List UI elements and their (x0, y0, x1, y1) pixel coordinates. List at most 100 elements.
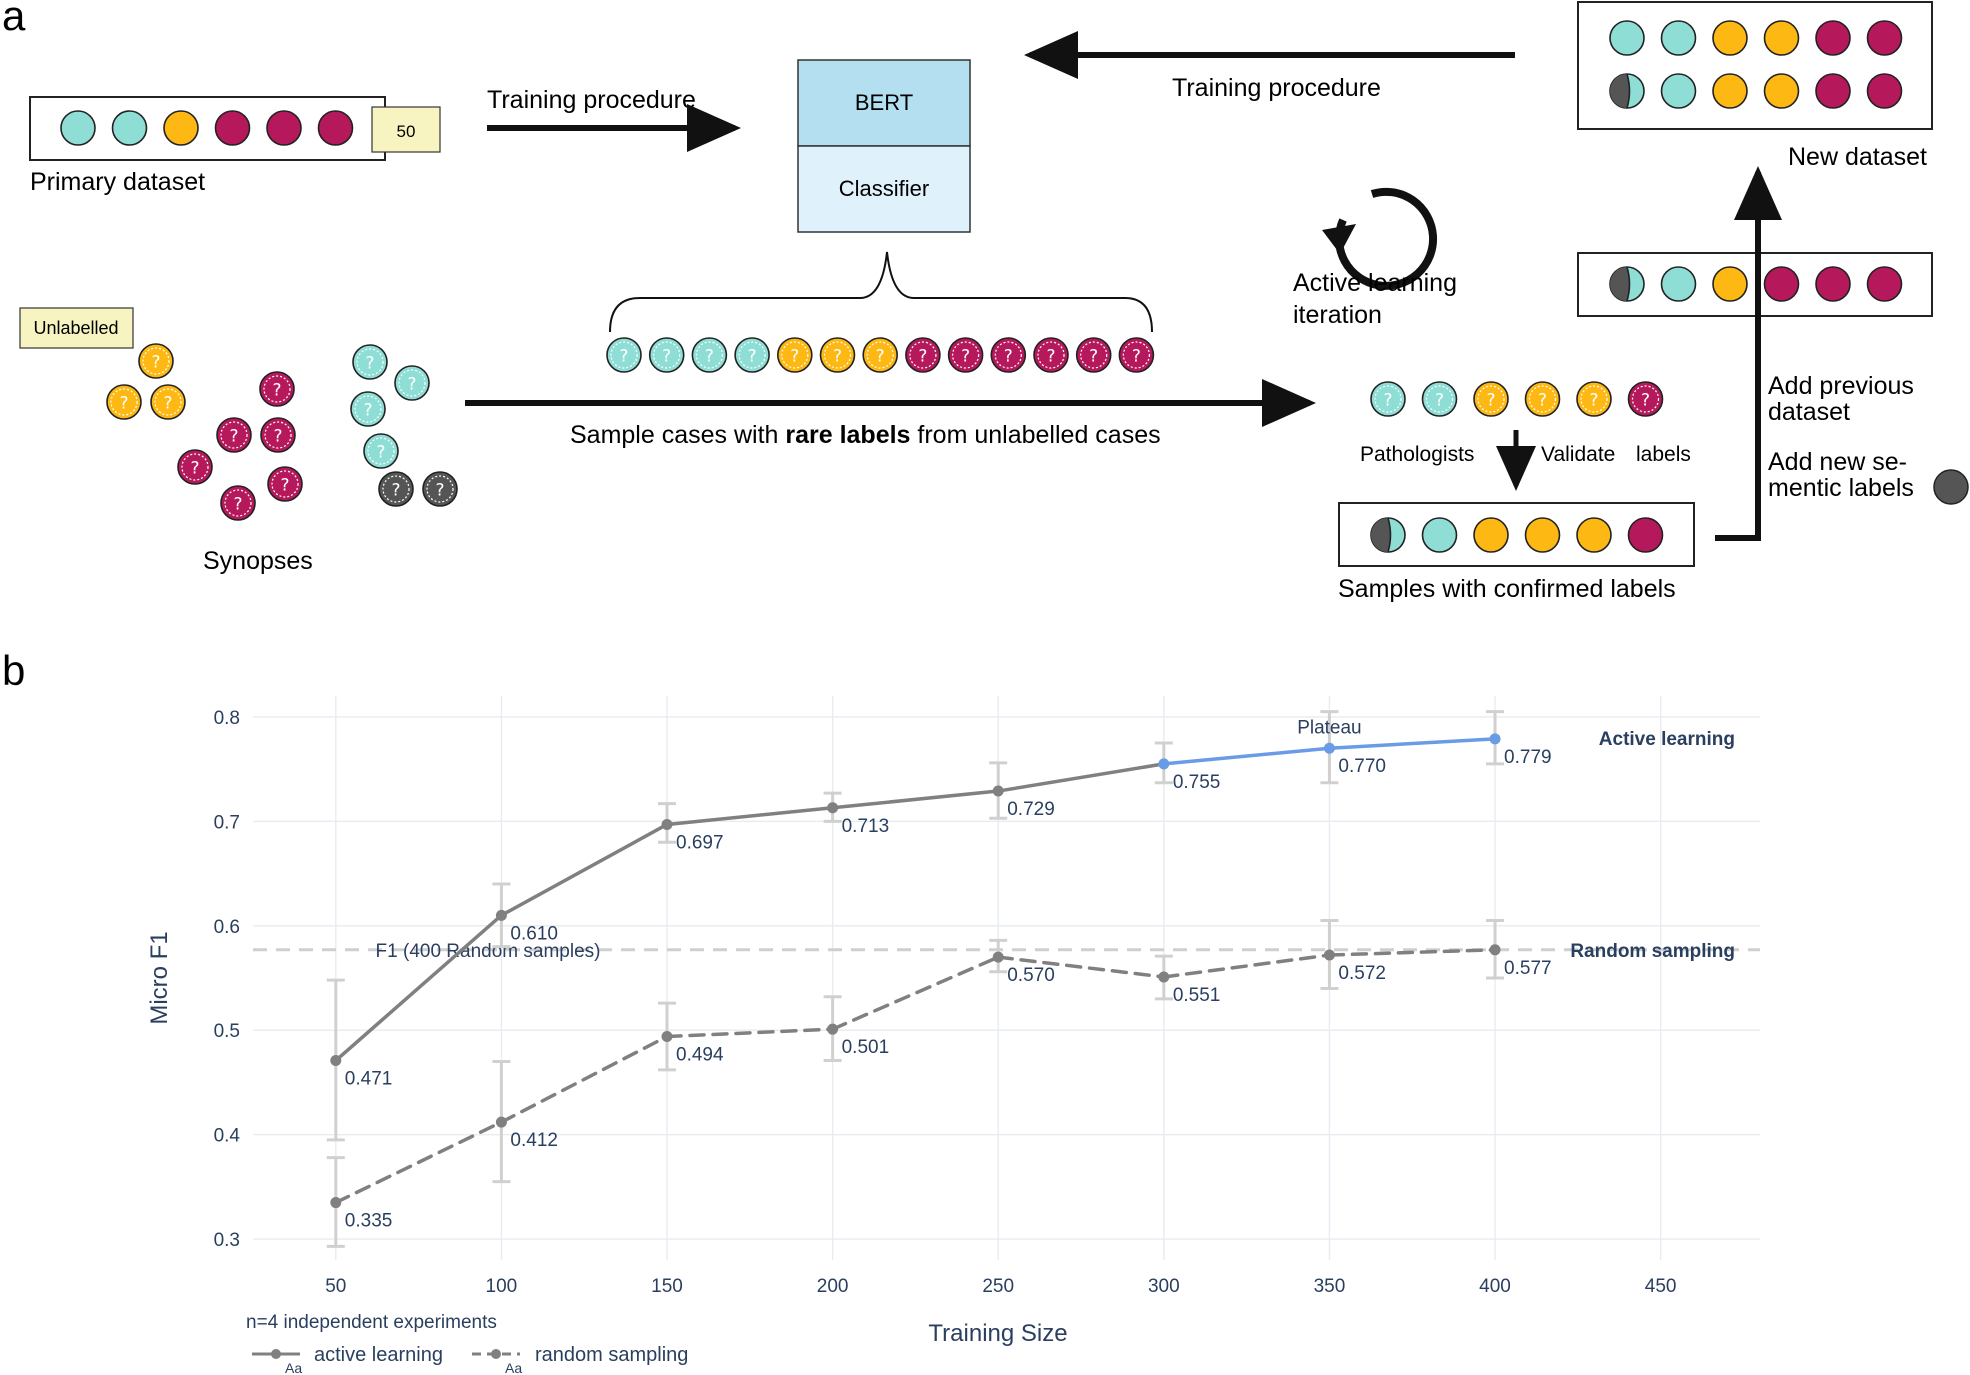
data-point[interactable] (1158, 971, 1170, 983)
confirmed-circles (1370, 517, 1664, 553)
data-point[interactable] (827, 802, 839, 814)
axis-ticks: 0.3 0.4 0.5 0.6 0.7 0.8 50 100 150 200 250 300 350 40… (214, 708, 1677, 1297)
dot-dashed-ring (994, 341, 1022, 369)
data-point[interactable] (1323, 742, 1335, 754)
dot-fill (1712, 20, 1748, 56)
legend-item-random[interactable]: Aa random sampling (472, 1344, 688, 1375)
dot-fill (1660, 266, 1697, 302)
dot-fill (1524, 381, 1561, 417)
merged-dataset-circles (1609, 266, 1903, 302)
question-mark: ? (280, 475, 289, 495)
series-random-sampling: 0.335 0.412 0.494 0.501 0.570 0.551 0.572 0.577… (326, 919, 1735, 1248)
sampled-cases-row: ????????????? (606, 337, 1155, 373)
y-tick-label: 0.8 (214, 708, 240, 729)
dot-dashed-ring (356, 348, 384, 376)
dot-dashed-ring (823, 341, 852, 369)
question-mark: ? (163, 393, 172, 413)
samples-confirmed-label: Samples with confirmed labels (1338, 575, 1676, 603)
data-point[interactable] (992, 951, 1004, 963)
dot-fill (1075, 337, 1112, 373)
synopsis-dot: ? (138, 343, 174, 379)
x-tick-label: 150 (651, 1276, 683, 1297)
series-segment (334, 913, 504, 1063)
confirmed-dot (1421, 517, 1458, 553)
dot-dashed-ring (1425, 385, 1454, 413)
dot-dashed-ring (695, 341, 724, 369)
dot-dashed-ring (154, 388, 182, 416)
question-mark: ? (272, 380, 281, 400)
dot-dashed-ring (367, 437, 395, 465)
data-point[interactable] (330, 1055, 342, 1067)
question-mark: ? (833, 346, 842, 366)
legend: Aa active learning Aa random sampling (252, 1344, 688, 1375)
series-segment (830, 955, 1000, 1031)
dot-dashed-ring (271, 470, 299, 498)
unvalidated-dot: ? (1524, 381, 1561, 417)
x-tick-label: 100 (486, 1276, 518, 1297)
series-end-label: Random sampling (1570, 941, 1735, 962)
question-mark: ? (435, 480, 444, 500)
data-point[interactable] (992, 785, 1004, 797)
dot-dashed-ring (781, 341, 809, 369)
new-dataset-dot (1660, 73, 1697, 109)
data-point[interactable] (1489, 944, 1501, 956)
confirmed-dot (1524, 517, 1561, 553)
half-dot-divider (1626, 73, 1631, 109)
data-point[interactable] (1158, 758, 1170, 770)
data-label: 0.713 (842, 816, 890, 837)
active-learning-line2: iteration (1293, 301, 1382, 329)
dot-fill (1609, 20, 1645, 56)
new-dataset-dot (1712, 73, 1748, 109)
question-mark: ? (1004, 346, 1013, 366)
dot-fill (1627, 381, 1664, 417)
training-procedure-top-label: Training procedure (1172, 74, 1381, 102)
data-point[interactable] (661, 1030, 673, 1042)
data-point[interactable] (661, 818, 673, 830)
reference-line: F1 (400 Random samples) (253, 941, 1760, 962)
unvalidated-dot: ? (1370, 381, 1406, 417)
dot-fill (106, 384, 142, 420)
dot-dashed-ring (909, 341, 937, 369)
question-mark: ? (1486, 390, 1495, 410)
question-mark: ? (619, 346, 628, 366)
dot-fill (990, 337, 1027, 373)
data-point[interactable] (495, 909, 507, 921)
confirmed-dot (1576, 517, 1612, 553)
legend-item-active[interactable]: Aa active learning (252, 1344, 443, 1375)
data-point[interactable] (495, 1116, 507, 1128)
dot-fill (138, 343, 174, 379)
question-mark: ? (190, 458, 199, 478)
data-label: 0.610 (510, 923, 558, 944)
sampled-case-dot: ? (1033, 337, 1069, 373)
primary-dataset-circles (60, 110, 354, 146)
dot-fill (1712, 73, 1748, 109)
sampled-case-dot: ? (862, 337, 899, 373)
question-mark: ? (1046, 346, 1055, 366)
question-mark: ? (1089, 346, 1098, 366)
half-dot-grey (1610, 74, 1630, 108)
dot-dashed-ring (951, 341, 980, 369)
data-label: 0.412 (510, 1130, 558, 1151)
count-badge (371, 106, 441, 153)
dot-fill (60, 110, 96, 146)
x-tick-label: 350 (1314, 1276, 1346, 1297)
synopsis-dot: ? (267, 466, 303, 502)
y-tick-label: 0.6 (214, 917, 240, 938)
add-new-line2: mentic labels (1768, 474, 1914, 502)
data-point[interactable] (1323, 949, 1335, 961)
dot-fill (905, 337, 941, 373)
primary-dot (317, 110, 354, 146)
data-point[interactable] (1489, 733, 1501, 745)
data-point[interactable] (827, 1023, 839, 1035)
unvalidated-dot: ? (1627, 381, 1664, 417)
primary-dot (214, 110, 251, 146)
legend-label-random: random sampling (535, 1344, 688, 1366)
data-label: 0.697 (676, 832, 724, 853)
y-tick-label: 0.4 (214, 1126, 241, 1147)
dot-fill (1866, 266, 1903, 302)
sampled-case-dot: ? (905, 337, 941, 373)
dot-dashed-ring (610, 341, 638, 369)
data-label: 0.501 (842, 1037, 890, 1058)
data-point[interactable] (330, 1197, 342, 1209)
dot-fill (1627, 517, 1664, 553)
